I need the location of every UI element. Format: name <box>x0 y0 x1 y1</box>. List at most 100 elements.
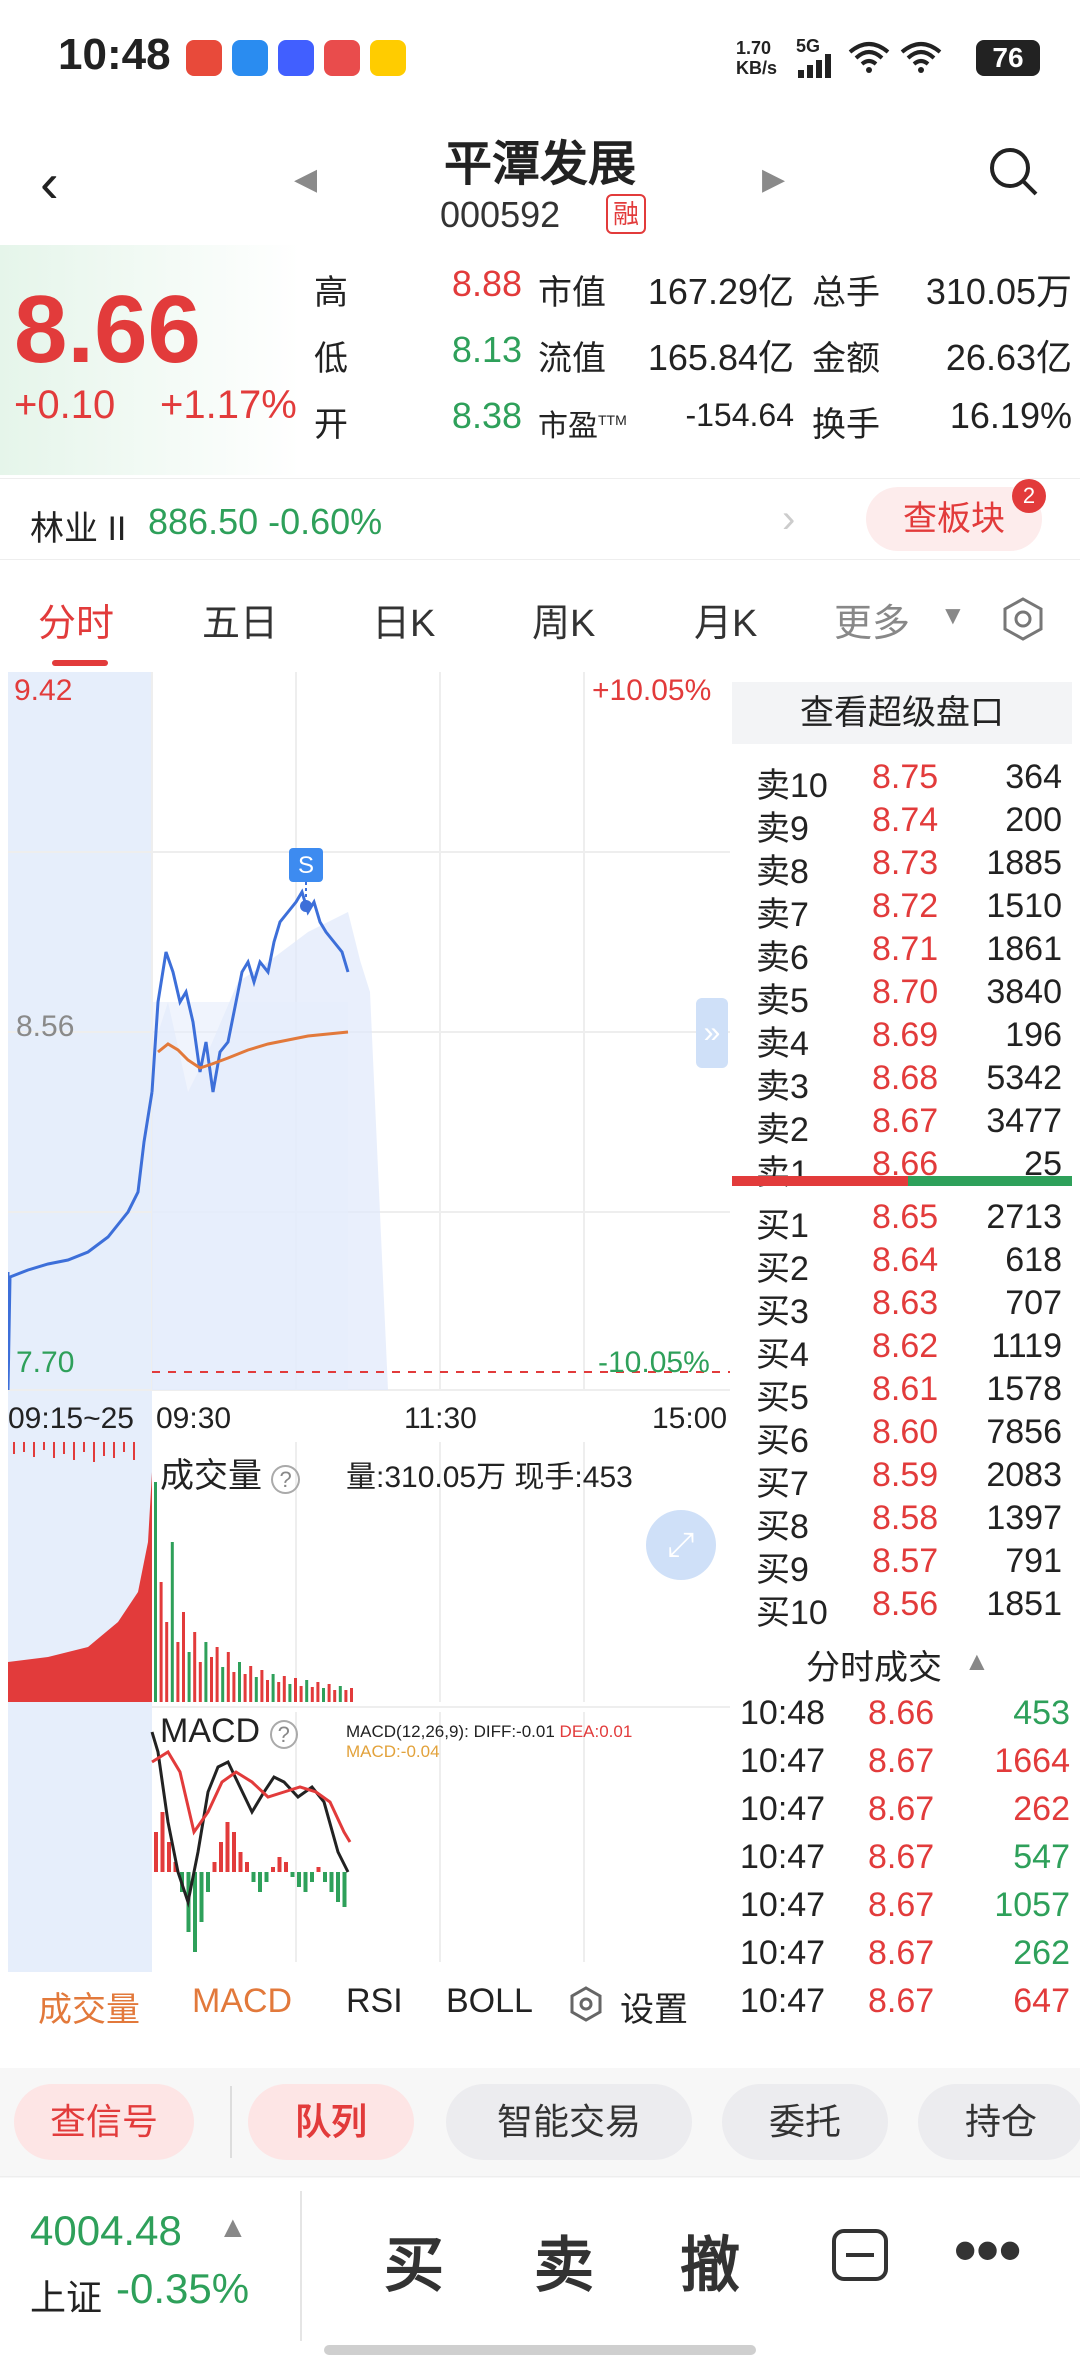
sell-level-row[interactable]: 卖5 8.70 3840 <box>732 973 1072 1020</box>
buy-level-row[interactable]: 买4 8.62 1119 <box>732 1327 1072 1374</box>
tab-monthly-k[interactable]: 月K <box>694 603 758 645</box>
tab-daily-k[interactable]: 日K <box>372 603 436 645</box>
tab-five-day[interactable]: 五日 <box>202 603 279 645</box>
tab-intraday[interactable]: 分时 <box>38 603 115 645</box>
trades-header[interactable]: 分时成交 ▲ <box>732 1640 1072 1700</box>
expand-panel-icon[interactable]: » <box>696 998 728 1068</box>
sell-level-price: 8.70 <box>872 973 939 1011</box>
index-expand-icon[interactable]: ▲ <box>218 2211 248 2244</box>
battery-icon: 76 <box>976 40 1040 76</box>
index-value[interactable]: 4004.48 <box>30 2207 182 2254</box>
status-time: 10:48 <box>58 30 171 79</box>
ind-boll[interactable]: BOLL <box>446 1982 533 2020</box>
bottom-price-label: 7.70 <box>16 1346 75 1379</box>
buy-level-volume: 1851 <box>986 1585 1062 1623</box>
buy-level-price: 8.57 <box>872 1542 939 1580</box>
signal-icon <box>798 54 831 78</box>
stock-name: 平潭发展 <box>443 138 636 191</box>
sell-level-row[interactable]: 卖4 8.69 196 <box>732 1016 1072 1063</box>
buy-level-row[interactable]: 买6 8.60 7856 <box>732 1413 1072 1460</box>
ind-macd[interactable]: MACD <box>192 1982 293 2020</box>
sell-button[interactable]: 卖 <box>534 2232 594 2299</box>
buy-level-row[interactable]: 买8 8.58 1397 <box>732 1499 1072 1546</box>
trade-price: 8.67 <box>868 1982 935 2020</box>
positions-button[interactable]: 持仓 <box>918 2084 1080 2160</box>
time-label-open: 09:30 <box>156 1402 232 1435</box>
search-icon[interactable] <box>988 146 1040 198</box>
chevron-right-icon: › <box>782 497 796 541</box>
margin-badge: 融 <box>606 194 646 234</box>
sell-level-row[interactable]: 卖3 8.68 5342 <box>732 1059 1072 1106</box>
smart-trade-button[interactable]: 智能交易 <box>446 2084 692 2160</box>
sell-level-row[interactable]: 卖7 8.72 1510 <box>732 887 1072 934</box>
app-notification-icon <box>370 40 406 76</box>
next-stock-icon[interactable]: ▶ <box>762 163 786 196</box>
ind-volume[interactable]: 成交量 <box>38 1991 140 2029</box>
trade-volume: 262 <box>1013 1934 1070 1972</box>
sector-bar[interactable]: 林业 II 886.50 -0.60% › 查板块 2 <box>0 478 1080 560</box>
sell-level-row[interactable]: 卖6 8.71 1861 <box>732 930 1072 977</box>
buy-sell-ratio-bar <box>732 1176 1072 1186</box>
buy-level-label: 买9 <box>756 1551 809 1589</box>
signal-button[interactable]: 查信号 <box>14 2084 194 2160</box>
bottom-pct-label: -10.05% <box>598 1346 710 1379</box>
more-icon[interactable]: ••• <box>954 2214 1022 2286</box>
sell-level-row[interactable]: 卖8 8.73 1885 <box>732 844 1072 891</box>
buy-level-row[interactable]: 买5 8.61 1578 <box>732 1370 1072 1417</box>
buy-level-row[interactable]: 买1 8.65 2713 <box>732 1198 1072 1245</box>
tab-more[interactable]: 更多 <box>834 603 911 645</box>
collapse-icon[interactable]: ▲ <box>964 1646 990 1676</box>
net-speed-value: 1.70 <box>736 38 772 58</box>
buy-level-row[interactable]: 买2 8.64 618 <box>732 1241 1072 1288</box>
help-icon[interactable]: ? <box>271 1465 300 1494</box>
sell-level-volume: 3477 <box>986 1102 1062 1140</box>
chart-area[interactable]: S 9.42 +10.05% 8.56 7.70 -10.05% » 09:15… <box>8 672 730 2052</box>
sell-level-row[interactable]: 卖2 8.67 3477 <box>732 1102 1072 1149</box>
buy-level-price: 8.62 <box>872 1327 939 1365</box>
cancel-order-button[interactable]: 撤 <box>680 2232 740 2299</box>
fullscreen-icon[interactable]: ⤢ <box>646 1510 716 1580</box>
wifi-icon-2 <box>900 42 942 73</box>
high-label: 高 <box>314 274 348 312</box>
back-icon[interactable]: ‹ <box>40 151 59 214</box>
super-book-button[interactable]: 查看超级盘口 <box>732 682 1072 744</box>
buy-level-price: 8.61 <box>872 1370 939 1408</box>
trade-price: 8.67 <box>868 1934 935 1972</box>
sell-level-label: 卖2 <box>756 1111 809 1149</box>
buy-level-row[interactable]: 买9 8.57 791 <box>732 1542 1072 1589</box>
price-change: +0.10 <box>14 383 116 427</box>
sell-level-label: 卖9 <box>756 810 809 848</box>
buy-level-price: 8.65 <box>872 1198 939 1236</box>
home-indicator <box>324 2345 756 2355</box>
sell-level-row[interactable]: 卖10 8.75 364 <box>732 758 1072 805</box>
buy-level-price: 8.58 <box>872 1499 939 1537</box>
minus-box-icon[interactable] <box>830 2227 890 2283</box>
buy-level-volume: 2713 <box>986 1198 1062 1236</box>
bottom-bar: 4004.48 ▲ 上证 -0.35% 买 卖 撤 ••• <box>0 2176 1080 2377</box>
high-value: 8.88 <box>451 263 522 304</box>
help-icon[interactable]: ? <box>269 1720 298 1749</box>
prev-stock-icon[interactable]: ◀ <box>294 163 318 196</box>
buy-button[interactable]: 买 <box>384 2232 444 2299</box>
buy-level-row[interactable]: 买3 8.63 707 <box>732 1284 1072 1331</box>
macd-diff: DIFF:-0.01 <box>473 1722 555 1741</box>
mid-price-label: 8.56 <box>16 1010 75 1043</box>
settings-icon[interactable] <box>568 1986 604 2022</box>
chart-settings-icon[interactable] <box>1000 596 1046 642</box>
buy-level-row[interactable]: 买7 8.59 2083 <box>732 1456 1072 1503</box>
ind-settings[interactable]: 设置 <box>620 1991 688 2029</box>
tab-weekly-k[interactable]: 周K <box>532 603 596 645</box>
trade-price: 8.67 <box>868 1886 935 1924</box>
trade-price: 8.67 <box>868 1838 935 1876</box>
trade-time: 10:47 <box>740 1838 826 1876</box>
orders-button[interactable]: 委托 <box>722 2084 888 2160</box>
pre-market-shade <box>8 672 152 1972</box>
queue-button[interactable]: 队列 <box>248 2084 414 2160</box>
sell-level-row[interactable]: 卖9 8.74 200 <box>732 801 1072 848</box>
ind-rsi[interactable]: RSI <box>346 1982 403 2020</box>
buy-level-label: 买1 <box>756 1207 809 1245</box>
buy-level-volume: 1578 <box>986 1370 1062 1408</box>
dropdown-icon[interactable]: ▼ <box>940 600 966 630</box>
trade-volume: 262 <box>1013 1790 1070 1828</box>
buy-level-row[interactable]: 买10 8.56 1851 <box>732 1585 1072 1632</box>
